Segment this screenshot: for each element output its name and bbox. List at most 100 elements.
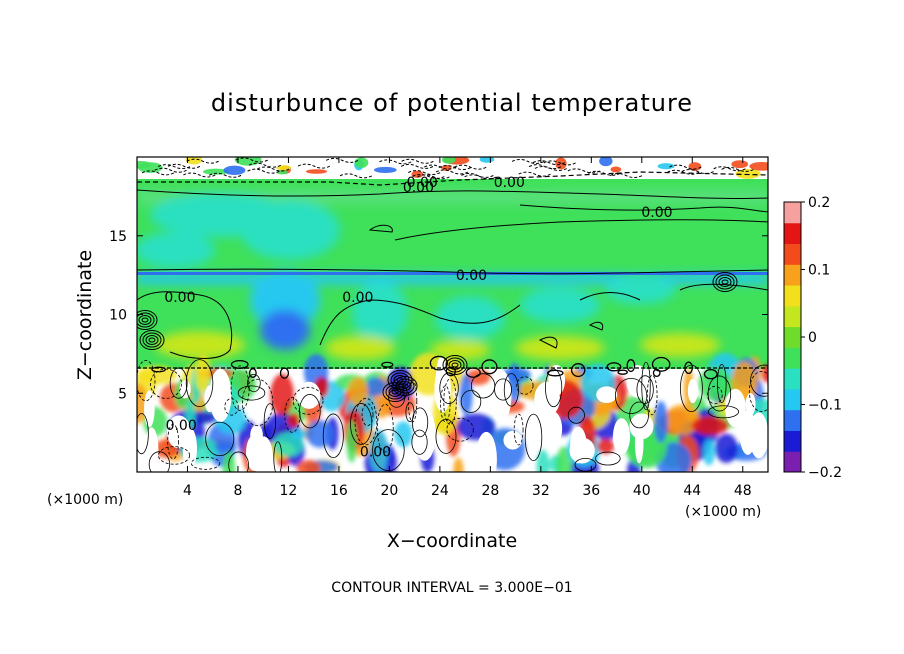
lower-layer-contour — [224, 398, 239, 416]
top-band-contour — [154, 167, 187, 173]
contour-labels: 0.000.00 0.000.000.000.00 0.000.000.00 — [164, 175, 672, 460]
colorbar-segment — [784, 305, 801, 328]
lower-layer-contour — [748, 371, 768, 412]
vortex-contour — [451, 362, 459, 368]
lower-layer-contour — [228, 451, 249, 472]
lower-layer-gap — [490, 369, 512, 423]
lower-layer-blob — [287, 413, 300, 428]
lower-layer-blob — [214, 441, 236, 453]
colorbar-segment — [784, 451, 801, 473]
boundary-contour — [381, 361, 394, 368]
contour-label: 0.00 — [166, 418, 197, 434]
x-tick-label: 12 — [280, 483, 298, 499]
lower-layer-contour — [292, 386, 324, 415]
lower-layer-blob — [137, 365, 177, 385]
top-band-blob — [234, 157, 262, 166]
top-band-blob — [599, 157, 613, 167]
contour-detail — [137, 272, 768, 402]
top-band-contour — [408, 170, 441, 176]
lower-layer-contour — [707, 405, 740, 419]
lower-layer-contour — [169, 367, 188, 399]
top-band-contour — [518, 171, 551, 177]
boundary-contour — [703, 368, 718, 380]
lower-layer-contour — [376, 403, 394, 453]
top-band-blob — [276, 165, 292, 171]
x-tick-label: 32 — [532, 483, 550, 499]
top-band-contour — [417, 174, 450, 180]
potential-temperature-field — [137, 157, 768, 472]
top-band-contour — [511, 158, 545, 164]
lower-layer-blob — [597, 438, 615, 454]
y-tick-label: 5 — [118, 386, 127, 402]
colorbar-segment — [784, 409, 801, 431]
y-axis-label: Z−coordinate — [74, 250, 96, 380]
lower-layer-contour — [435, 418, 457, 454]
top-band-contour — [667, 169, 700, 175]
boundary-contour — [652, 368, 661, 378]
lower-layer-contour — [361, 403, 374, 427]
vortex-contour — [395, 378, 415, 394]
lower-layer-blob — [346, 420, 358, 463]
lower-layer-blob — [291, 428, 307, 440]
lower-layer-blob — [691, 416, 729, 436]
lower-layer-contour — [190, 456, 221, 470]
lower-layer-contour — [247, 373, 261, 393]
top-band-blob — [657, 163, 675, 170]
x-tick-label: 36 — [582, 483, 600, 499]
lower-layer-features — [137, 352, 768, 472]
lower-layer-blob — [714, 433, 738, 463]
y-tick-label: 10 — [109, 308, 127, 324]
x-tick-label: 16 — [330, 483, 348, 499]
contour-label: 0.00 — [403, 180, 434, 196]
lower-layer-gap — [475, 431, 497, 472]
y-axis: 5 10 15 — [109, 229, 768, 402]
vortex-contour — [391, 389, 399, 395]
lower-layer-gap — [687, 378, 698, 404]
top-band-contour — [543, 160, 577, 166]
lower-layer-contour — [205, 421, 235, 457]
top-band-blob — [731, 160, 749, 169]
colorbar-segment — [784, 326, 801, 348]
lower-layer-gap — [626, 365, 649, 398]
lower-layer-contour — [524, 413, 543, 461]
top-band-blob — [202, 168, 229, 175]
lower-layer-gap — [434, 365, 451, 413]
vortex-contour — [392, 376, 418, 396]
vortex-contour — [385, 384, 405, 400]
tropopause-band — [137, 272, 768, 275]
vortex-contour — [448, 360, 462, 370]
lower-layer-gap — [297, 381, 321, 409]
lower-layer-gap — [745, 393, 756, 416]
colorbar-segment — [784, 222, 801, 245]
contour-lines — [137, 171, 768, 359]
lower-layer-contour — [230, 365, 250, 411]
x-tick-label: 44 — [683, 483, 701, 499]
vortex-contour — [393, 375, 407, 385]
vortex-contour — [139, 330, 165, 350]
top-band-blob — [223, 165, 246, 175]
lower-layer-contour — [707, 375, 732, 412]
boundary-contour — [546, 369, 564, 377]
colorbar-segment — [784, 347, 801, 369]
vortex-contour — [715, 274, 735, 290]
boundary-contour — [481, 359, 498, 375]
top-band-contour — [186, 158, 220, 164]
lower-layer-contour — [443, 378, 457, 425]
lower-layer-contour — [137, 360, 156, 402]
lower-layer-blob — [195, 354, 211, 393]
lower-layer-gap — [254, 436, 274, 472]
x-axis: 4 8 12 16 20 24 28 32 36 40 44 48 — [183, 157, 752, 499]
top-band-contour — [157, 164, 191, 170]
lower-layer-blob — [364, 377, 387, 397]
vortex-contour — [138, 315, 152, 325]
lower-layer-gap — [144, 427, 159, 472]
colorbar-segment — [784, 202, 801, 224]
top-band-contour — [461, 172, 494, 178]
lower-layer-contour — [150, 368, 182, 399]
top-band-contour — [183, 172, 216, 178]
contour-interval-note: CONTOUR INTERVAL = 3.000E−01 — [331, 580, 572, 596]
lower-layer-contour — [460, 389, 482, 413]
lower-layer-gap — [634, 421, 644, 464]
x-tick-label: 8 — [233, 483, 242, 499]
